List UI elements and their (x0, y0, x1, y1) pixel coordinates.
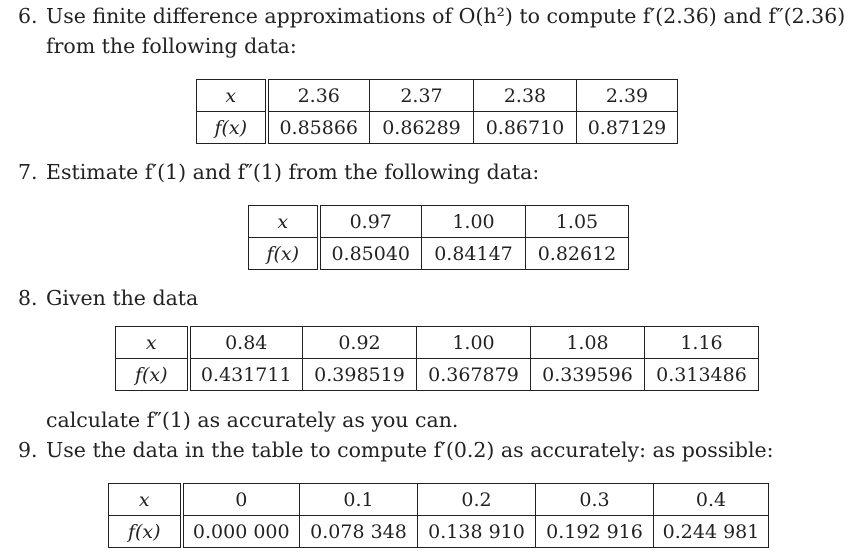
table-header-x: x (248, 205, 321, 238)
table-cell: 0.84 (188, 326, 303, 359)
problem-number: 7. (18, 160, 38, 184)
table-row-x: x 0.97 1.00 1.05 (248, 205, 629, 238)
table-row-fx: f(x) 0.85866 0.86289 0.86710 0.87129 (196, 111, 678, 144)
table-cell: 0.92 (302, 326, 417, 359)
problem-text: Estimate f′(1) and f″(1) from the follow… (46, 160, 540, 184)
table-cell: 0.000 000 (181, 515, 300, 548)
table-cell: 2.36 (266, 79, 370, 112)
table-cell: 0.86289 (369, 111, 474, 144)
table-cell: 2.38 (473, 79, 577, 112)
table-cell: 0.86710 (473, 111, 577, 144)
problem-9-line-1: 9. Use the data in the table to compute f… (18, 438, 774, 462)
table-cell: 0.138 910 (417, 515, 536, 548)
table-header-fx: f(x) (248, 237, 321, 270)
table-cell: 0.84147 (421, 237, 526, 270)
table-header-fx: f(x) (108, 515, 184, 548)
data-table-problem-8: x 0.84 0.92 1.00 1.08 1.16 f(x) 0.431711… (115, 326, 759, 391)
table-cell: 0.313486 (644, 358, 759, 391)
table-cell: 0.2 (417, 483, 536, 516)
table-cell: 0.82612 (525, 237, 629, 270)
table-cell: 0.97 (318, 205, 422, 238)
table-row-x: x 0 0.1 0.2 0.3 0.4 (108, 483, 769, 516)
table-cell: 1.08 (530, 326, 645, 359)
table-cell: 0.4 (653, 483, 769, 516)
table-cell: 0.85040 (318, 237, 422, 270)
problem-text: Use finite difference approximations of … (46, 4, 846, 28)
table-header-fx: f(x) (196, 111, 269, 144)
table-cell: 0.367879 (416, 358, 531, 391)
table-cell: 0.398519 (302, 358, 417, 391)
table-row-x: x 2.36 2.37 2.38 2.39 (196, 79, 678, 112)
problem-number: 8. (18, 286, 38, 310)
table-header-fx: f(x) (115, 358, 191, 391)
table-cell: 0.87129 (576, 111, 678, 144)
table-header-x: x (196, 79, 269, 112)
table-cell: 1.05 (525, 205, 629, 238)
table-cell: 1.16 (644, 326, 759, 359)
table-row-x: x 0.84 0.92 1.00 1.08 1.16 (115, 326, 759, 359)
problem-7-line-1: 7. Estimate f′(1) and f″(1) from the foll… (18, 160, 539, 184)
table-cell: 0.3 (535, 483, 654, 516)
data-table-problem-9: x 0 0.1 0.2 0.3 0.4 f(x) 0.000 000 0.078… (108, 483, 769, 548)
table-cell: 0.431711 (188, 358, 303, 391)
problem-text: Use the data in the table to compute f′(… (46, 438, 774, 462)
problem-text: Given the data (46, 286, 199, 310)
table-cell: 0.078 348 (299, 515, 418, 548)
table-row-fx: f(x) 0.000 000 0.078 348 0.138 910 0.192… (108, 515, 769, 548)
problem-6-line-2: from the following data: (46, 34, 297, 58)
table-cell: 0.244 981 (653, 515, 769, 548)
table-header-x: x (115, 326, 191, 359)
data-table-problem-7: x 0.97 1.00 1.05 f(x) 0.85040 0.84147 0.… (248, 205, 629, 270)
table-cell: 0.339596 (530, 358, 645, 391)
table-header-x: x (108, 483, 184, 516)
data-table-problem-6: x 2.36 2.37 2.38 2.39 f(x) 0.85866 0.862… (196, 79, 678, 144)
table-cell: 1.00 (421, 205, 526, 238)
problem-6-line-1: 6. Use finite difference approximations o… (18, 4, 845, 28)
table-row-fx: f(x) 0.85040 0.84147 0.82612 (248, 237, 629, 270)
table-cell: 1.00 (416, 326, 531, 359)
table-cell: 2.39 (576, 79, 678, 112)
problem-8-line-2: calculate f″(1) as accurately as you can… (46, 408, 459, 432)
table-row-fx: f(x) 0.431711 0.398519 0.367879 0.339596… (115, 358, 759, 391)
table-cell: 0.85866 (266, 111, 370, 144)
table-cell: 0.192 916 (535, 515, 654, 548)
problem-number: 9. (18, 438, 38, 462)
table-cell: 2.37 (369, 79, 474, 112)
problem-8-line-1: 8. Given the data (18, 286, 198, 310)
table-cell: 0.1 (299, 483, 418, 516)
table-cell: 0 (181, 483, 300, 516)
problem-number: 6. (18, 4, 38, 28)
